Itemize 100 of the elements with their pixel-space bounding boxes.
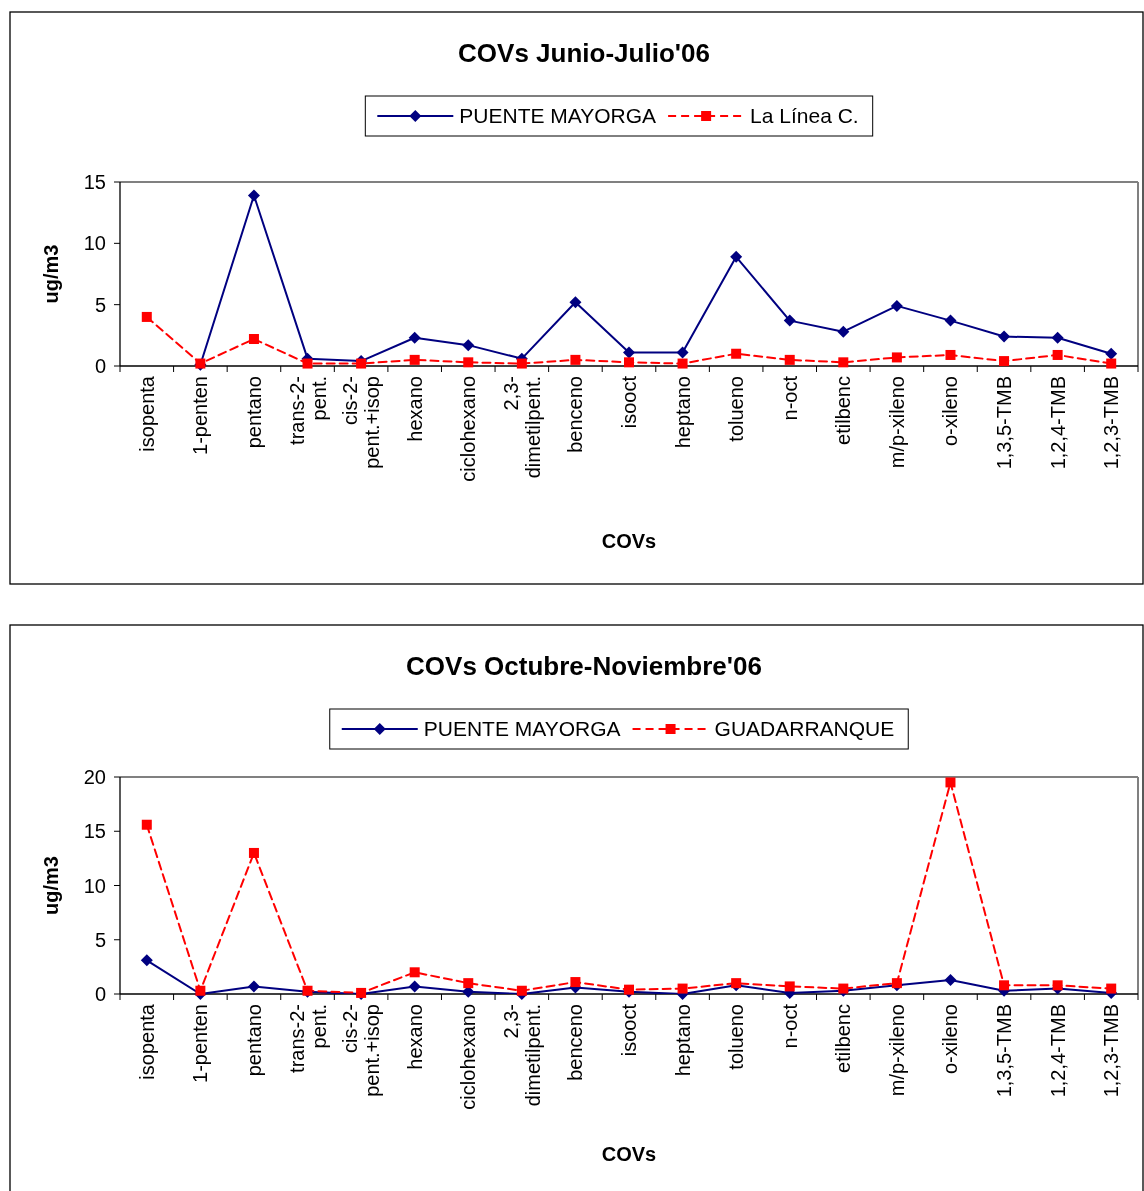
x-tick-label: tolueno — [725, 1004, 748, 1070]
x-tick-label: tolueno — [725, 376, 748, 442]
point — [837, 325, 850, 338]
point — [570, 977, 581, 988]
point — [248, 847, 259, 858]
point — [944, 973, 957, 986]
chart-title: COVs Octubre-Noviembre'06 — [406, 651, 762, 681]
point — [677, 983, 688, 994]
chart-title: COVs Junio-Julio'06 — [458, 38, 710, 68]
point — [516, 358, 527, 369]
point — [999, 356, 1010, 367]
x-tick-label: etilbenc — [832, 376, 855, 445]
point — [784, 354, 795, 365]
x-tick-label: o-xileno — [939, 1004, 962, 1075]
x-tick-label: etilbenc — [832, 1004, 855, 1073]
x-tick-label: m/p-xileno — [885, 376, 908, 469]
point — [463, 357, 474, 368]
point — [409, 354, 420, 365]
point — [141, 311, 152, 322]
x-tick-label: 1,2,3-TMB — [1100, 1004, 1123, 1098]
y-tick-label: 10 — [83, 874, 106, 897]
x-axis-title: COVs — [601, 1143, 657, 1165]
x-tick-label: 1-penten — [189, 1004, 212, 1083]
point — [569, 296, 582, 309]
x-tick-label: trans-2-pent. — [285, 1004, 330, 1073]
x-tick-label: 1,3,5-TMB — [993, 376, 1016, 470]
x-axis-title: COVs — [601, 530, 657, 552]
point — [463, 978, 474, 989]
x-tick-label: 1-penten — [189, 376, 212, 455]
x-tick-label: heptano — [671, 376, 694, 449]
x-tick-label: o-xileno — [939, 376, 962, 447]
point — [998, 330, 1011, 343]
x-tick-label: hexano — [403, 1004, 426, 1070]
x-tick-label: hexano — [403, 376, 426, 442]
point — [247, 980, 260, 993]
point — [409, 967, 420, 978]
y-tick-label: 0 — [94, 355, 106, 377]
point — [195, 985, 206, 996]
point — [624, 357, 634, 368]
x-tick-label: isooct — [618, 375, 640, 429]
x-tick-label: 1,2,4-TMB — [1046, 1004, 1069, 1098]
x-tick-label: isopenta — [135, 1003, 158, 1080]
point — [1051, 331, 1064, 344]
point — [1052, 349, 1063, 360]
point — [945, 349, 956, 360]
x-tick-label: heptano — [671, 1004, 694, 1077]
x-tick-label: n-oct — [778, 1003, 801, 1049]
y-tick-label: 15 — [83, 820, 106, 843]
point — [302, 358, 313, 369]
point — [838, 357, 849, 368]
point — [1106, 983, 1117, 994]
point — [247, 189, 260, 202]
point — [999, 980, 1010, 991]
y-axis-title: ug/m3 — [40, 856, 62, 915]
point — [730, 250, 743, 263]
x-tick-label: 1,2,4-TMB — [1046, 376, 1069, 470]
point — [570, 354, 581, 365]
legend-label: PUENTE MAYORGA — [459, 104, 657, 127]
point — [462, 339, 475, 352]
point — [1052, 980, 1063, 991]
x-tick-label: m/p-xileno — [885, 1004, 908, 1097]
x-tick-label: isooct — [618, 1003, 640, 1057]
point — [1106, 358, 1117, 369]
point — [1105, 347, 1118, 360]
y-tick-label: 15 — [83, 171, 106, 193]
y-tick-label: 20 — [83, 766, 106, 788]
point — [944, 314, 957, 327]
x-tick-label: isopenta — [135, 375, 158, 452]
x-tick-label: pentano — [242, 1004, 265, 1077]
point — [408, 980, 421, 993]
x-tick-label: n-oct — [778, 375, 801, 421]
x-tick-label: 1,2,3-TMB — [1100, 376, 1123, 470]
point — [141, 819, 152, 830]
point — [784, 981, 795, 992]
x-tick-label: ciclohexano — [457, 1004, 480, 1110]
y-tick-label: 0 — [94, 983, 106, 1005]
point — [140, 954, 153, 967]
x-tick-label: benceno — [564, 376, 587, 453]
point — [516, 985, 527, 996]
point — [677, 358, 688, 369]
point — [731, 348, 742, 359]
x-tick-label: 2,3-dimetilpent. — [499, 1004, 544, 1107]
x-tick-label: 2,3-dimetilpent. — [499, 376, 544, 479]
y-axis-title: ug/m3 — [40, 244, 62, 304]
x-tick-label: pentano — [242, 376, 265, 449]
x-tick-label: trans-2-pent. — [285, 376, 330, 445]
point — [891, 352, 902, 363]
point — [623, 346, 635, 359]
legend-label: La Línea C. — [750, 104, 859, 127]
x-tick-label: benceno — [564, 1004, 587, 1081]
legend-label: GUADARRANQUE — [714, 717, 895, 740]
x-tick-label: 1,3,5-TMB — [993, 1004, 1016, 1098]
point — [945, 777, 956, 788]
point — [676, 346, 689, 359]
point — [890, 299, 903, 312]
y-tick-label: 5 — [94, 928, 106, 951]
legend-label: PUENTE MAYORGA — [423, 717, 621, 740]
point — [408, 331, 421, 344]
point — [783, 314, 796, 327]
y-tick-label: 10 — [83, 232, 106, 255]
